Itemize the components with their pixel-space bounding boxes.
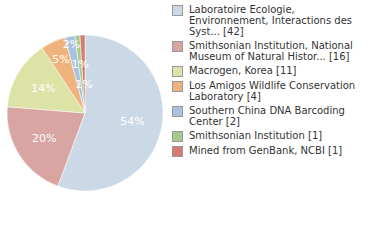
html-text:Smithsonian Institution [1]: Smithsonian Institution [1]	[189, 130, 323, 141]
svg-text:54%: 54%	[120, 115, 144, 128]
html-text:Smithsonian Institution, Natio: Smithsonian Institution, National Museum…	[189, 40, 353, 62]
html-text:Southern China DNA Barcoding C: Southern China DNA Barcoding Center [2]	[189, 105, 345, 127]
svg-text:1%: 1%	[75, 78, 92, 91]
svg-text:2%: 2%	[63, 38, 80, 51]
html-text:Mined from GenBank, NCBI [1]: Mined from GenBank, NCBI [1]	[189, 145, 343, 156]
svg-text:20%: 20%	[32, 132, 56, 145]
html-text:Los Amigos Wildlife Conservati: Los Amigos Wildlife Conservation Laborat…	[189, 80, 356, 102]
html-text:Laboratoire Ecologie, Environn: Laboratoire Ecologie, Environnement, Int…	[189, 4, 353, 37]
svg-text:1%: 1%	[72, 58, 89, 71]
svg-text:14%: 14%	[31, 82, 55, 95]
html-text:Macrogen, Korea [11]: Macrogen, Korea [11]	[189, 65, 297, 76]
svg-text:5%: 5%	[52, 53, 69, 66]
